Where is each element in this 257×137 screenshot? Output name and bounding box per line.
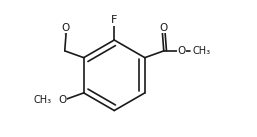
Text: O: O <box>58 95 66 105</box>
Text: CH₃: CH₃ <box>34 95 52 105</box>
Text: CH₃: CH₃ <box>193 46 211 56</box>
Text: O: O <box>61 23 70 33</box>
Text: O: O <box>178 46 186 56</box>
Text: F: F <box>111 15 117 25</box>
Text: O: O <box>159 23 167 33</box>
